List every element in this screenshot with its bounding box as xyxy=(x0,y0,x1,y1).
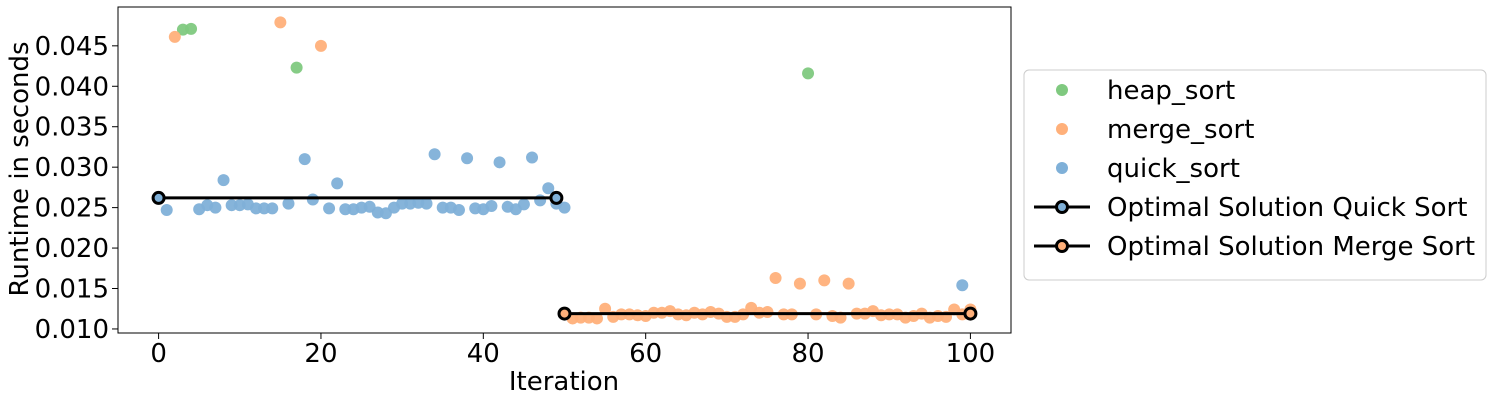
quick-sort-point xyxy=(306,193,319,206)
optimal-marker xyxy=(963,306,978,321)
quick-sort-point xyxy=(534,194,547,207)
quick-sort-point xyxy=(517,198,530,211)
legend-box xyxy=(1023,69,1487,281)
y-tick-label: 0.045 xyxy=(35,32,109,62)
y-tick-label: 0.035 xyxy=(35,113,109,143)
merge-sort-point xyxy=(168,30,181,43)
optimal-marker xyxy=(557,306,572,321)
x-axis-label: Iteration xyxy=(509,367,619,397)
plot-frame xyxy=(117,6,1012,334)
y-axis-label: Runtime in seconds xyxy=(5,41,35,296)
legend: heap_sort merge_sort quick_sort Optimal Sol… xyxy=(1023,69,1487,281)
merge-sort-point xyxy=(314,39,327,52)
optimal-marker xyxy=(549,190,564,205)
heap-sort-point xyxy=(185,22,198,35)
quick-sort-point xyxy=(452,204,465,217)
y-tick-label: 0.020 xyxy=(35,234,109,264)
quick-sort-point xyxy=(331,177,344,190)
quick-sort-point xyxy=(217,174,230,187)
legend-label: Optimal Solution Merge Sort xyxy=(1107,232,1475,262)
x-tick-label: 100 xyxy=(946,339,996,369)
y-tick-label: 0.030 xyxy=(35,153,109,183)
quick-sort-point xyxy=(160,204,173,217)
quick-sort-point xyxy=(428,148,441,161)
quick-sort-point xyxy=(461,152,474,165)
merge-sort-point xyxy=(599,302,612,315)
y-tick-label: 0.040 xyxy=(35,72,109,102)
optimal-marker xyxy=(151,190,166,205)
quick-sort-point xyxy=(558,201,571,214)
quick-sort-point xyxy=(956,279,969,292)
legend-marker-merge-sort xyxy=(1056,123,1068,135)
x-tick-label: 60 xyxy=(629,339,662,369)
quick-sort-point xyxy=(323,202,336,215)
merge-sort-point xyxy=(590,312,603,325)
merge-sort-point xyxy=(274,16,287,29)
quick-sort-point xyxy=(298,153,311,166)
legend-label: merge_sort xyxy=(1107,115,1254,145)
heap-sort-point xyxy=(802,67,815,80)
quick-sort-point xyxy=(209,201,222,214)
merge-sort-point xyxy=(818,274,831,287)
plot-area xyxy=(151,16,978,325)
legend-label: heap_sort xyxy=(1107,76,1235,106)
merge-sort-point xyxy=(842,277,855,290)
legend-marker-optimal xyxy=(1055,239,1069,253)
merge-sort-point xyxy=(761,305,774,318)
legend-marker-quick-sort xyxy=(1056,162,1068,174)
legend-marker-heap-sort xyxy=(1056,84,1068,96)
quick-sort-point xyxy=(282,197,295,210)
x-tick-label: 0 xyxy=(150,339,167,369)
x-tick-label: 20 xyxy=(304,339,337,369)
x-tick-label: 80 xyxy=(791,339,824,369)
axes: 0 20 40 60 80 100 0.010 0.015 0.020 0.025 0.030 0.0… xyxy=(35,6,1012,369)
y-tick-label: 0.025 xyxy=(35,194,109,224)
quick-sort-point xyxy=(493,156,506,169)
y-tick-label: 0.015 xyxy=(35,275,109,305)
quick-sort-point xyxy=(542,182,555,195)
x-tick-label: 40 xyxy=(467,339,500,369)
legend-label: Optimal Solution Quick Sort xyxy=(1107,193,1467,223)
quick-sort-point xyxy=(420,197,433,210)
legend-marker-optimal xyxy=(1055,200,1069,214)
merge-sort-point xyxy=(769,271,782,284)
quick-sort-point xyxy=(266,202,279,215)
legend-label: quick_sort xyxy=(1107,154,1240,184)
quick-sort-point xyxy=(526,151,539,164)
y-tick-label: 0.010 xyxy=(35,315,109,345)
merge-sort-point xyxy=(793,277,806,290)
heap-sort-point xyxy=(290,61,303,74)
quick-sort-point xyxy=(485,199,498,212)
